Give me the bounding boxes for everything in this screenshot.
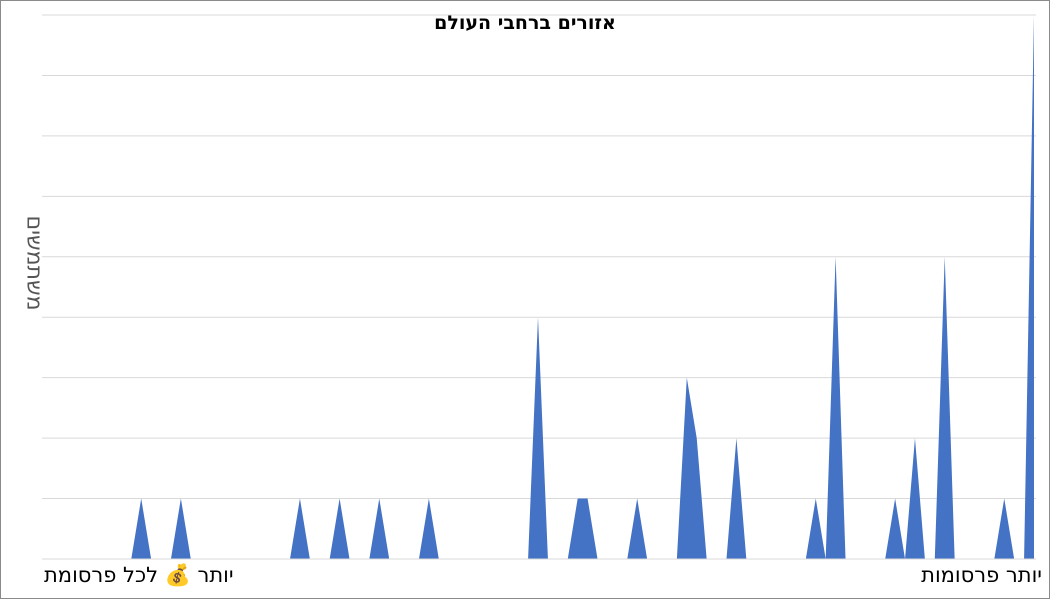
x-caption-more-money-per-ad: יותר 💰 לכל פרסומת [44, 563, 234, 587]
area-series [42, 15, 1034, 559]
gridlines [42, 14, 1036, 500]
x-caption-more-ads: יותר פרסומות [921, 563, 1042, 587]
chart-title: אזורים ברחבי העולם [434, 12, 616, 34]
y-axis-label: משתמשים [21, 215, 47, 311]
